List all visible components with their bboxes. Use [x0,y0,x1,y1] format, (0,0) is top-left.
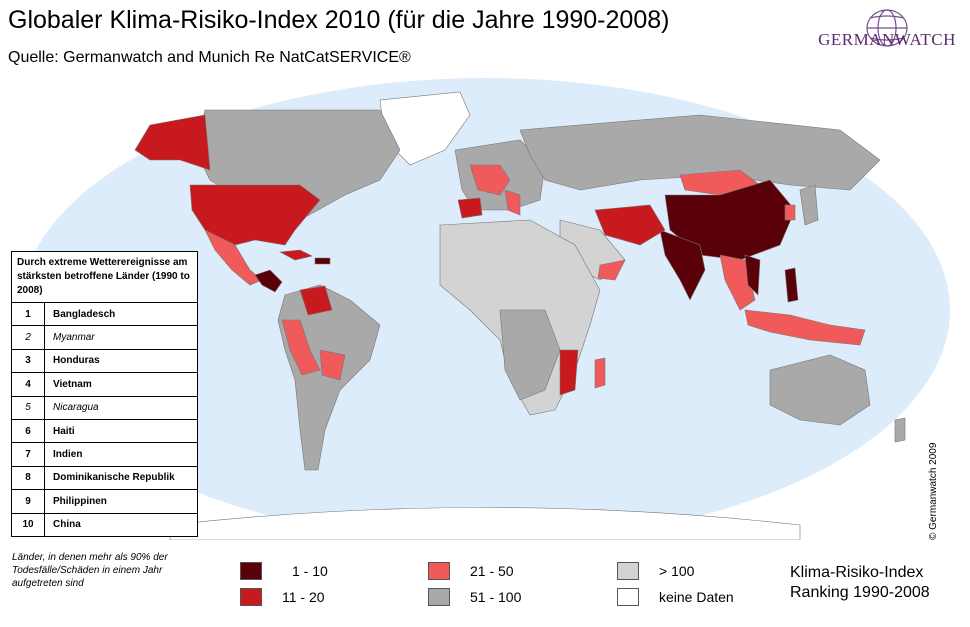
legend-item-21-50: 21 - 50 [428,562,514,580]
rank-number: 7 [12,443,45,466]
rank-country: Philippinen [53,495,107,507]
rank-number: 3 [12,349,45,373]
rank-number: 6 [12,419,45,443]
germanwatch-logo: GERMANWATCH [812,6,962,56]
map-title: Globaler Klima-Risiko-Index 2010 (für di… [8,6,670,34]
legend-swatch [617,562,639,580]
legend-label: 1 - 10 [292,563,328,579]
legend-swatch [428,562,450,580]
globe-icon [866,9,908,47]
rank-country: Myanmar [53,332,95,344]
rank-country: Indien [53,449,83,461]
ranking-table-header: Durch extreme Wetterereignisse am stärks… [12,252,197,303]
venezuela [299,285,333,316]
iran-pakistan [594,204,666,246]
legend-title-line2: Ranking 1990-2008 [790,584,930,601]
rank-country: China [53,519,81,531]
oman-yemen [597,259,626,281]
ranking-row: 10 China [12,513,197,536]
legend-item-51-100: 51 - 100 [428,588,521,606]
ranking-row: 6 Haiti [12,419,197,444]
central-africa [499,309,561,401]
rank-country: Haiti [53,425,75,437]
ranking-row: 4 Vietnam [12,373,197,397]
legend-swatch [240,588,262,606]
world-map [20,78,950,540]
legend-label: 51 - 100 [470,589,522,605]
legend-swatch [240,562,262,580]
cuba [278,249,313,261]
ranking-row: 8 Dominikanische Republik [12,466,197,491]
korea [784,204,796,221]
ranking-row: 7 Indien [12,443,197,467]
alaska [134,114,211,171]
mozambique [559,349,579,396]
ranking-row: 3 Honduras [12,349,197,374]
legend-item-11-20: 11 - 20 [240,588,325,606]
legend-item-no-data: keine Daten [617,588,734,606]
ranking-table: Durch extreme Wetterereignisse am stärks… [11,251,198,537]
rank-country: Dominikanische Republik [53,472,175,484]
legend-swatch [428,588,450,606]
vietnam [744,254,761,296]
ranking-row: 2 Myanmar [12,326,197,350]
rank-country: Honduras [53,355,100,367]
hispaniola [314,257,331,265]
ranking-row: 1 Bangladesch [12,303,197,327]
rank-country: Bangladesch [53,308,116,320]
indonesia [744,309,866,346]
legend-item-over-100: > 100 [617,562,694,580]
map-source: Quelle: Germanwatch and Munich Re NatCat… [8,49,411,66]
rank-number: 1 [12,303,45,326]
rank-country: Vietnam [53,378,92,390]
legend-title-line1: Klima-Risiko-Index [790,564,924,581]
mexico [204,229,263,286]
madagascar [594,357,606,389]
india [659,229,706,301]
legend-title: Klima-Risiko-Index Ranking 1990-2008 [790,563,930,603]
rank-number: 5 [12,396,45,419]
legend-swatch [617,588,639,606]
western-europe [469,164,511,196]
legend-label: > 100 [659,563,695,579]
peru-bolivia [281,319,321,376]
philippines [784,267,799,303]
rank-number: 2 [12,326,45,349]
copyright: © Germanwatch 2009 [928,442,939,540]
legend-label: keine Daten [659,589,734,605]
russia [519,114,881,191]
usa [189,184,321,246]
iberia [457,197,483,219]
new-zealand [894,417,906,443]
bolivia [319,349,346,381]
legend-label: 21 - 50 [470,563,514,579]
footnote: Länder, in denen mehr als 90% der Todesf… [12,552,168,589]
rank-number: 8 [12,466,45,490]
central-america [254,269,283,293]
legend-label: 11 - 20 [282,589,325,605]
ranking-row: 9 Philippinen [12,490,197,514]
italy [504,189,521,216]
antarctica [169,507,801,540]
legend-item-1-10: 1 - 10 [240,562,328,580]
rank-number: 4 [12,373,45,396]
rank-number: 9 [12,490,45,513]
rank-number: 10 [12,513,45,536]
ranking-row: 5 Nicaragua [12,396,197,420]
japan [799,184,819,226]
logo-wordmark: GERMANWATCH [818,30,956,49]
australia [769,354,871,426]
rank-country: Nicaragua [53,402,99,414]
